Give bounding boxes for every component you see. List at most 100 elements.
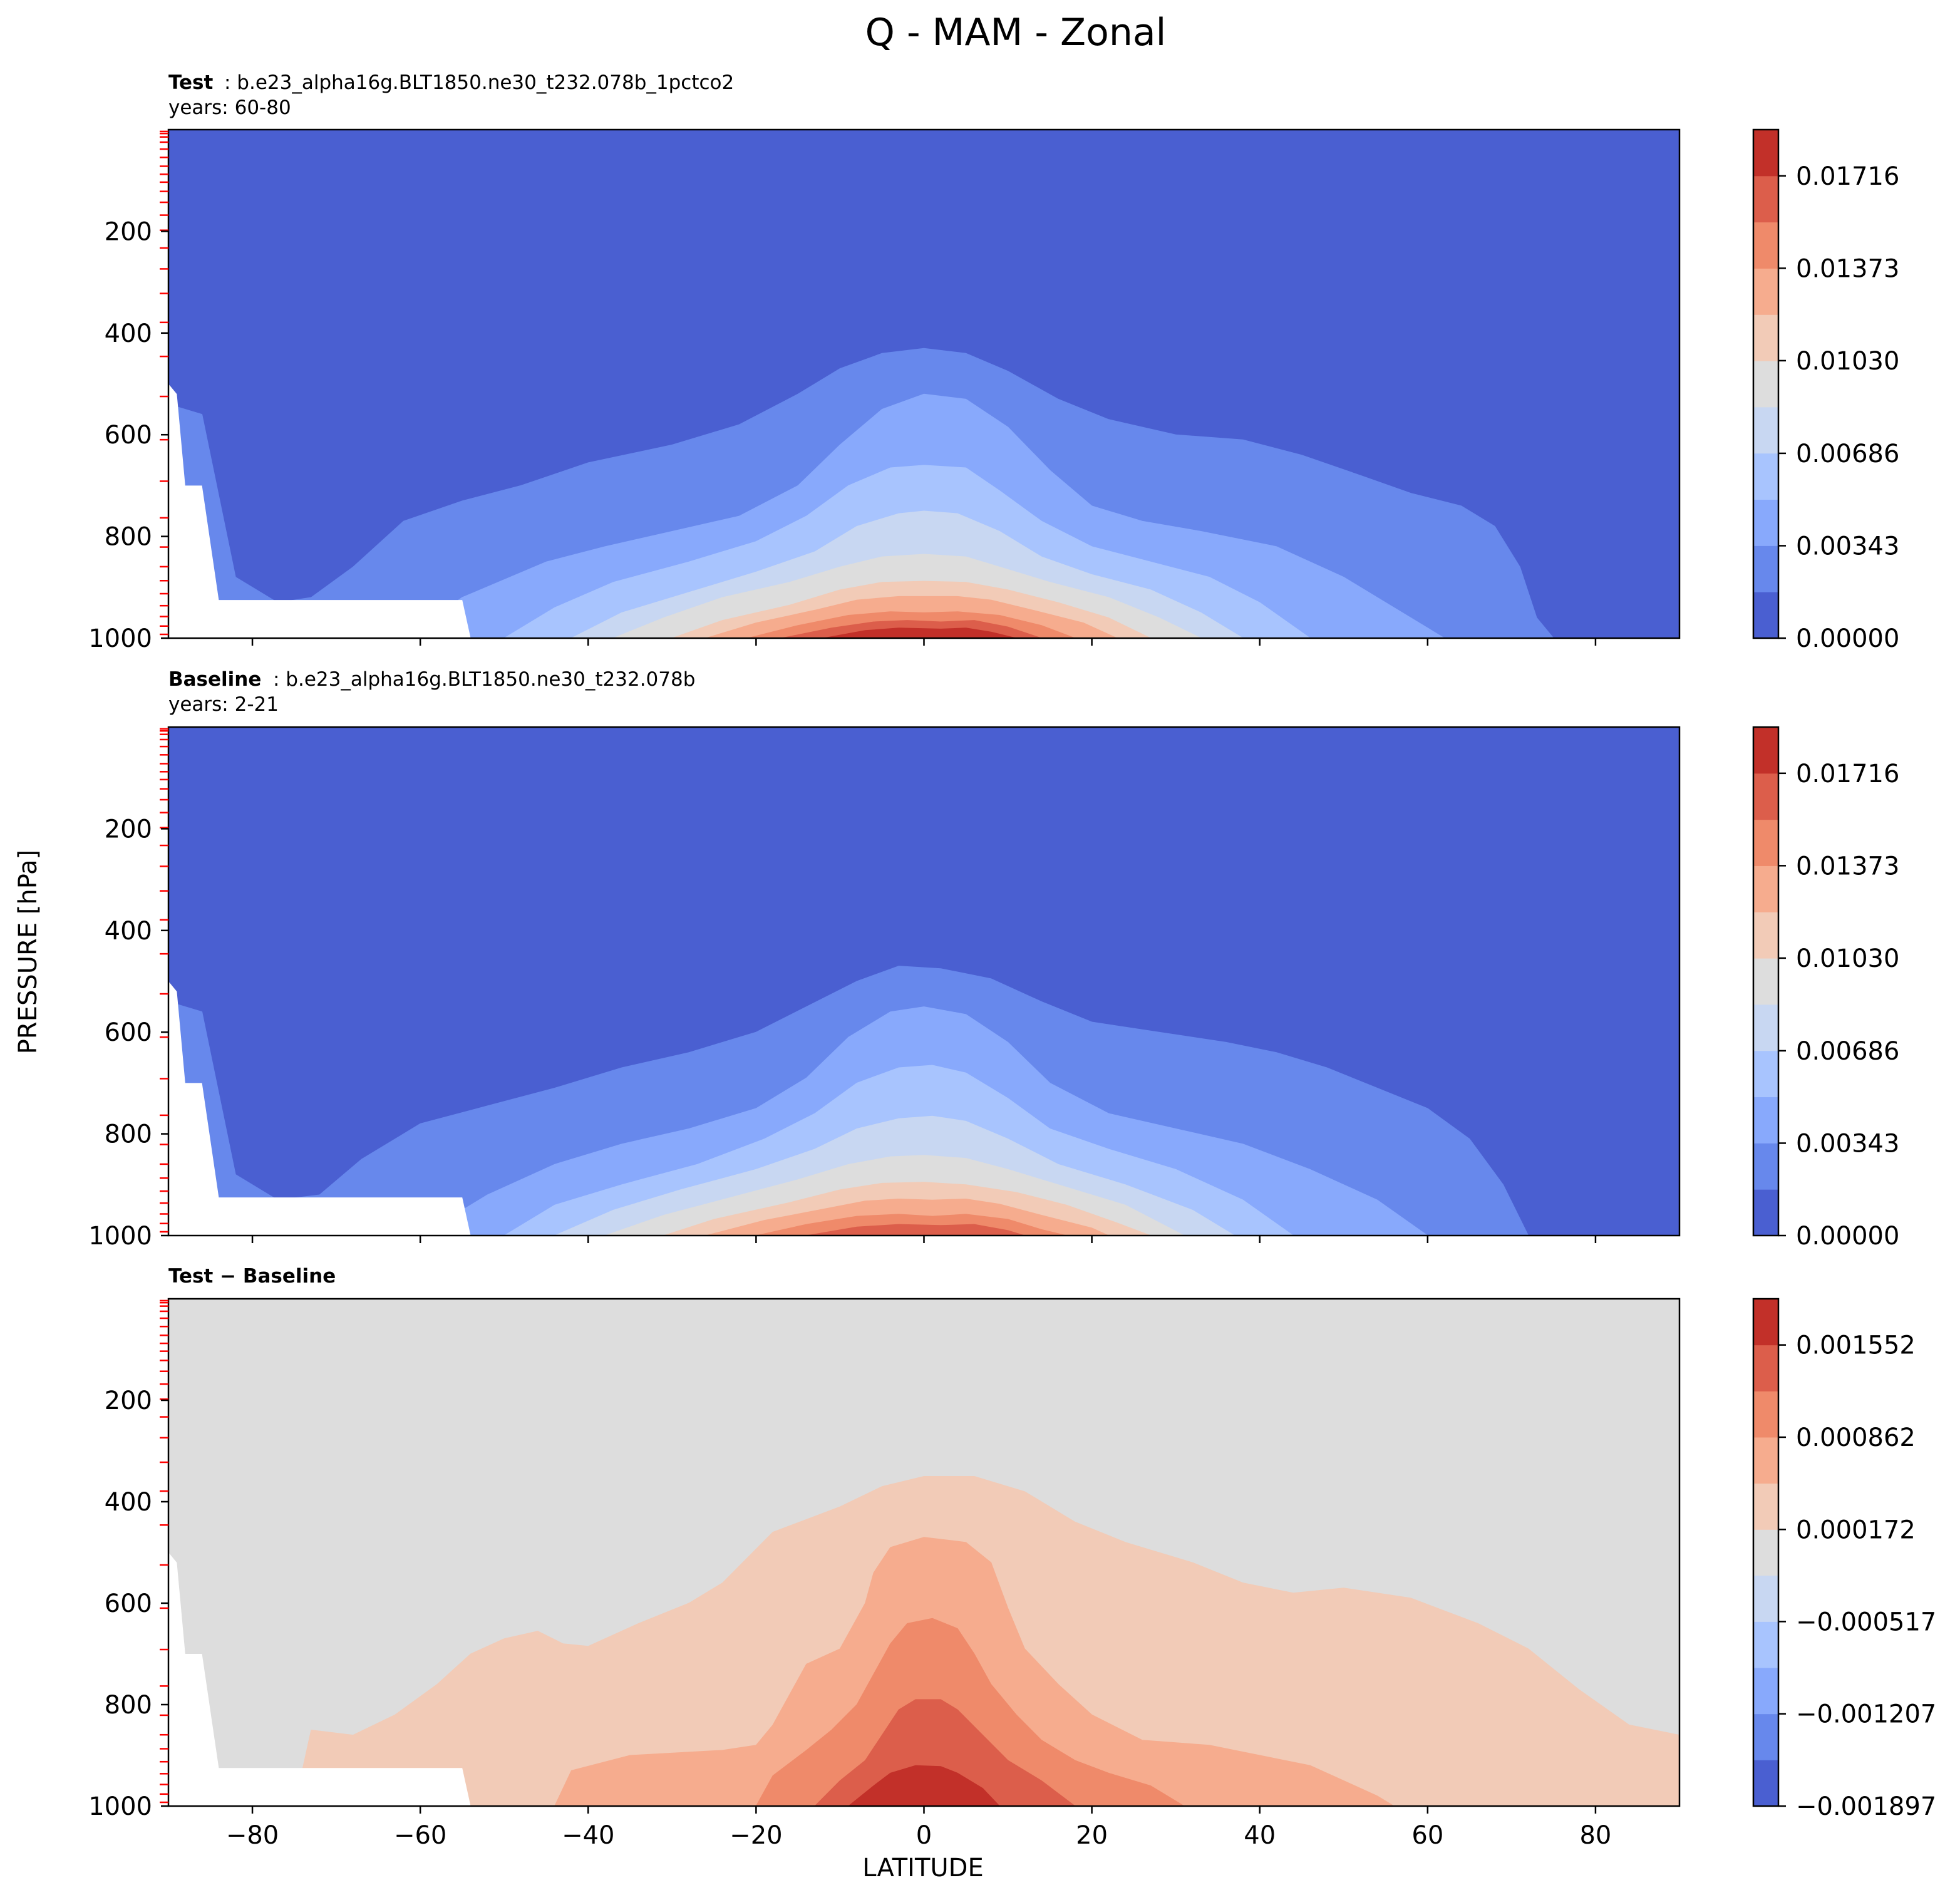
colorbar-segment <box>1753 222 1778 269</box>
test-title-bold: Test <box>168 71 214 94</box>
colorbar-segment <box>1753 1437 1778 1484</box>
panel-test-header: Test : b.e23_alpha16g.BLT1850.ne30_t232.… <box>168 71 734 119</box>
baseline-title-text: : b.e23_alpha16g.BLT1850.ne30_t232.078b <box>273 668 695 691</box>
y-tick-label: 200 <box>105 217 152 246</box>
baseline-title-bold: Baseline <box>168 668 261 691</box>
colorbar-tick-label: −0.001897 <box>1796 1792 1936 1821</box>
colorbar-tick-label: 0.00686 <box>1796 1037 1899 1066</box>
contour-band-9 <box>806 1224 1025 1236</box>
colorbar-segment <box>1753 958 1778 1005</box>
colorbar-segment <box>1753 1143 1778 1190</box>
colorbar-segment <box>1753 1621 1778 1668</box>
test-title-text: : b.e23_alpha16g.BLT1850.ne30_t232.078b_… <box>224 71 734 94</box>
colorbar-segment <box>1753 1189 1778 1236</box>
colorbar-segment <box>1753 773 1778 820</box>
colorbar-segment <box>1753 1345 1778 1391</box>
colorbar-tick-label: 0.00686 <box>1796 440 1899 468</box>
colorbar-tick-label: 0.00343 <box>1796 532 1899 560</box>
y-tick-label: 1000 <box>88 1222 152 1251</box>
colorbar-segment <box>1753 865 1778 912</box>
colorbar-tick-label: 0.01030 <box>1796 347 1899 376</box>
y-tick-label: 600 <box>105 421 152 450</box>
contour-band-10 <box>823 627 1017 638</box>
colorbar-tick-label: 0.000862 <box>1796 1423 1916 1452</box>
colorbar-test: 0.00000 0.00343 0.00686 0.01030 0.01373 0.017… <box>1752 128 1899 653</box>
colorbar-segment <box>1753 1668 1778 1715</box>
colorbar-segment <box>1753 1391 1778 1438</box>
x-axis-label: LATITUDE <box>862 1854 983 1882</box>
colorbar-tick-label: 0.000172 <box>1796 1515 1916 1544</box>
colorbar-tick-label: 0.00343 <box>1796 1129 1899 1158</box>
colorbar-tick-label: −0.000517 <box>1796 1608 1936 1636</box>
panel-baseline-plot: 200 400 600 800 1000 <box>88 726 1681 1251</box>
y-tick-label: 1000 <box>88 624 152 653</box>
colorbar-segment <box>1753 499 1778 546</box>
colorbar-frame <box>1752 128 1780 639</box>
colorbar-segment <box>1753 727 1778 774</box>
colorbar-tick-label: 0.001552 <box>1796 1331 1916 1360</box>
y-tick-label: 800 <box>105 523 152 552</box>
colorbar-segment <box>1753 1575 1778 1622</box>
panel-diff-header: Test − Baseline <box>168 1265 336 1288</box>
x-tick-label: −40 <box>562 1821 614 1850</box>
colorbar-segment <box>1753 1529 1778 1576</box>
colorbar-segment <box>1753 1483 1778 1530</box>
colorbar-segment <box>1753 912 1778 959</box>
colorbar-segment <box>1753 1004 1778 1051</box>
y-tick-label: 800 <box>105 1691 152 1720</box>
colorbar-tick-label: 0.01716 <box>1796 760 1899 788</box>
colorbar-frame <box>1752 1298 1780 1807</box>
colorbar-segment <box>1753 175 1778 223</box>
x-tick-label: 40 <box>1244 1821 1276 1850</box>
colorbar-segment <box>1753 1097 1778 1144</box>
plot-area <box>168 727 1679 1236</box>
x-tick-label: −60 <box>394 1821 446 1850</box>
colorbar-segment <box>1753 361 1778 408</box>
colorbar-segment <box>1753 406 1778 454</box>
colorbar-segment <box>1753 1713 1778 1760</box>
colorbar-tick-label: 0.01030 <box>1796 944 1899 973</box>
contour-band-3 <box>755 1618 1185 1806</box>
y-tick-label: 600 <box>105 1589 152 1618</box>
y-tick-label: 400 <box>105 917 152 946</box>
y-tick-label: 600 <box>105 1018 152 1047</box>
missing-data-region <box>168 384 471 638</box>
colorbar-tick-label: 0.00000 <box>1796 1222 1899 1251</box>
colorbar-tick-label: −0.001207 <box>1796 1700 1936 1729</box>
test-years: years: 60-80 <box>168 96 291 119</box>
colorbar-tick-label: 0.01373 <box>1796 254 1899 283</box>
colorbar-segment <box>1753 453 1778 500</box>
colorbar-diff: −0.001897 −0.001207 −0.000517 0.000172 0.000… <box>1752 1298 1936 1821</box>
colorbar-segment <box>1753 592 1778 639</box>
x-tick-label: 0 <box>916 1821 932 1850</box>
figure-title: Q - MAM - Zonal <box>865 11 1167 54</box>
missing-data-region <box>168 981 471 1236</box>
x-tick-label: 20 <box>1076 1821 1108 1850</box>
y-tick-label: 400 <box>105 1488 152 1517</box>
y-tick-label: 400 <box>105 319 152 348</box>
baseline-years: years: 2-21 <box>168 693 279 716</box>
colorbar-segment <box>1753 314 1778 361</box>
colorbar-tick-label: 0.01716 <box>1796 162 1899 191</box>
panel-test-plot: 200 400 600 800 1000 <box>88 128 1681 653</box>
colorbar-segment <box>1753 545 1778 592</box>
y-axis-label: PRESSURE [hPa] <box>14 850 43 1054</box>
colorbar-segment <box>1753 130 1778 177</box>
colorbar-baseline: 0.00000 0.00343 0.00686 0.01030 0.01373 0.017… <box>1752 726 1899 1251</box>
missing-data-region <box>168 1552 471 1806</box>
y-tick-label: 1000 <box>88 1792 152 1821</box>
colorbar-tick-label: 0.01373 <box>1796 852 1899 880</box>
colorbar-segment <box>1753 1050 1778 1098</box>
colorbar-segment <box>1753 268 1778 315</box>
y-tick-label: 200 <box>105 1386 152 1415</box>
x-tick-label: 80 <box>1579 1821 1611 1850</box>
colorbar-segment <box>1753 819 1778 866</box>
contour-band-5 <box>848 1765 1000 1806</box>
x-tick-label: 60 <box>1411 1821 1443 1850</box>
colorbar-frame <box>1752 726 1780 1237</box>
x-tick-label: −80 <box>226 1821 279 1850</box>
y-tick-label: 200 <box>105 815 152 844</box>
colorbar-tick-label: 0.00000 <box>1796 624 1899 653</box>
panel-baseline-header: Baseline : b.e23_alpha16g.BLT1850.ne30_t… <box>168 668 695 716</box>
